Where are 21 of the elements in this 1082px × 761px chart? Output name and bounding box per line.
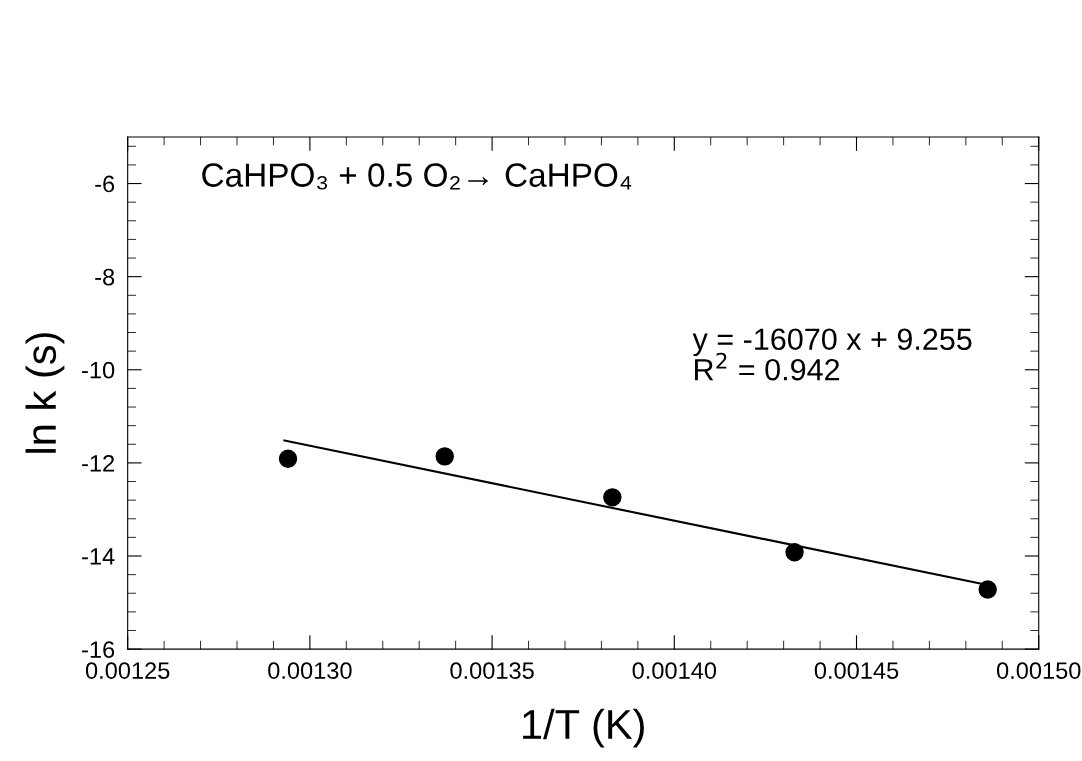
annotation: y = -16070 x + 9.255 R$^{2}$ = 0.942 bbox=[692, 328, 972, 381]
y-tick-label: -10 bbox=[82, 361, 115, 379]
y-tick-label: -16 bbox=[82, 641, 115, 658]
y-axis-title: ln k (s) bbox=[25, 333, 65, 453]
point bbox=[978, 580, 997, 599]
x-tick-label: 0.00145 bbox=[814, 662, 899, 679]
x-tick-label: 0.00130 bbox=[268, 662, 352, 679]
y-tick-label: -6 bbox=[95, 175, 115, 193]
x-tick-label: 0.00140 bbox=[632, 662, 717, 679]
point bbox=[435, 447, 454, 466]
x-tick-label: 0.00135 bbox=[450, 662, 534, 679]
y-tick-label: -14 bbox=[82, 548, 115, 565]
point bbox=[278, 449, 298, 468]
point bbox=[785, 543, 804, 562]
point bbox=[603, 488, 622, 507]
y-tick-label: -12 bbox=[82, 454, 114, 472]
annotation: CaHPO₃ + 0.5 O₂→ CaHPO₄ bbox=[202, 163, 632, 190]
y-tick-label: -8 bbox=[95, 268, 115, 286]
x-tick-label: 0.00125 bbox=[85, 662, 170, 679]
x-axis-title: 1/T (K) bbox=[523, 708, 644, 748]
x-tick-label: 0.00150 bbox=[996, 662, 1081, 679]
